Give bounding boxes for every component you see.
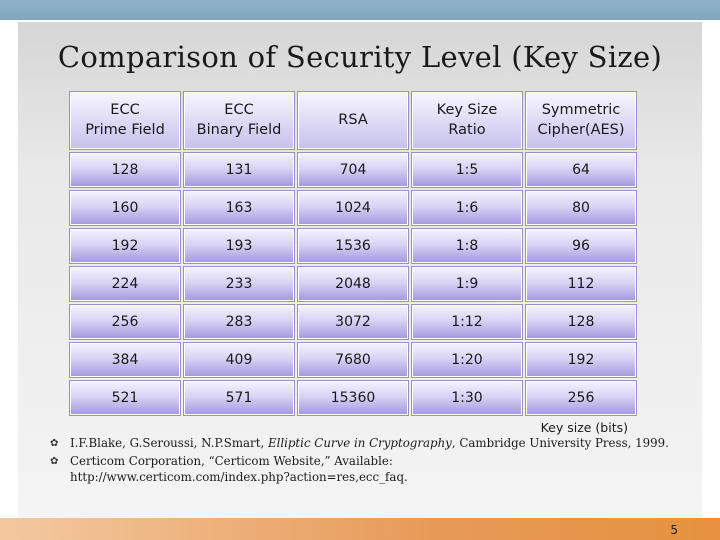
header-label: RSA: [338, 111, 368, 128]
bottom-accent-bar: [0, 518, 720, 540]
table-cell: 283: [184, 305, 294, 339]
table-cell: 1:12: [412, 305, 522, 339]
page-number: 5: [670, 523, 678, 537]
table-cell: 80: [526, 191, 636, 225]
table-cell: 2048: [298, 267, 408, 301]
header-key-size-ratio: Key Size Ratio: [412, 92, 522, 149]
reference-item: ✿ I.F.Blake, G.Seroussi, N.P.Smart, Elli…: [50, 436, 690, 452]
table-cell: 256: [70, 305, 180, 339]
table-cell: 163: [184, 191, 294, 225]
slide-title: Comparison of Security Level (Key Size): [57, 40, 663, 74]
table-cell: 128: [70, 153, 180, 187]
table-cell: 409: [184, 343, 294, 377]
table-cell: 131: [184, 153, 294, 187]
table-cell: 571: [184, 381, 294, 415]
table-caption: Key size (bits): [540, 420, 628, 435]
header-ecc-prime-field: ECC Prime Field: [70, 92, 180, 149]
table-cell: 1536: [298, 229, 408, 263]
header-symmetric-cipher: Symmetric Cipher(AES): [526, 92, 636, 149]
reference-item: ✿ Certicom Corporation, “Certicom Websit…: [50, 454, 690, 486]
header-ecc-binary-field: ECC Binary Field: [184, 92, 294, 149]
header-rsa: RSA: [298, 92, 408, 149]
table-cell: 704: [298, 153, 408, 187]
reference-source: Certicom Corporation, “Certicom Website,…: [70, 453, 393, 468]
table-cell: 1:20: [412, 343, 522, 377]
table-cell: 384: [70, 343, 180, 377]
table-cell: 1:5: [412, 153, 522, 187]
reference-url: http://www.certicom.com/index.php?action…: [70, 469, 408, 484]
table-cell: 3072: [298, 305, 408, 339]
table-cell: 96: [526, 229, 636, 263]
bullet-icon: ✿: [50, 455, 59, 467]
table-cell: 15360: [298, 381, 408, 415]
header-label: ECC Binary Field: [196, 101, 282, 138]
table-cell: 128: [526, 305, 636, 339]
table-cell: 64: [526, 153, 636, 187]
table-cell: 1:30: [412, 381, 522, 415]
reference-publisher: , Cambridge University Press, 1999.: [451, 436, 669, 450]
table-cell: 112: [526, 267, 636, 301]
table-cell: 160: [70, 191, 180, 225]
table-cell: 1024: [298, 191, 408, 225]
header-label: ECC Prime Field: [85, 101, 165, 138]
table-cell: 1:9: [412, 267, 522, 301]
table-cell: 192: [526, 343, 636, 377]
reference-authors: I.F.Blake, G.Seroussi, N.P.Smart,: [70, 436, 268, 450]
table-cell: 193: [184, 229, 294, 263]
table-cell: 233: [184, 267, 294, 301]
table-cell: 1:6: [412, 191, 522, 225]
table-cell: 256: [526, 381, 636, 415]
top-accent-bar: [0, 0, 720, 20]
table-cell: 224: [70, 267, 180, 301]
header-label: Symmetric Cipher(AES): [537, 101, 625, 138]
reference-book-title: Elliptic Curve in Cryptography: [267, 436, 452, 450]
references-list: ✿ I.F.Blake, G.Seroussi, N.P.Smart, Elli…: [50, 436, 690, 488]
table-cell: 7680: [298, 343, 408, 377]
key-size-table: ECC Prime Field ECC Binary Field RSA Key…: [70, 92, 636, 415]
header-label: Key Size Ratio: [436, 101, 498, 138]
bullet-icon: ✿: [50, 438, 59, 449]
table-cell: 192: [70, 229, 180, 263]
table-cell: 521: [70, 381, 180, 415]
table-cell: 1:8: [412, 229, 522, 263]
